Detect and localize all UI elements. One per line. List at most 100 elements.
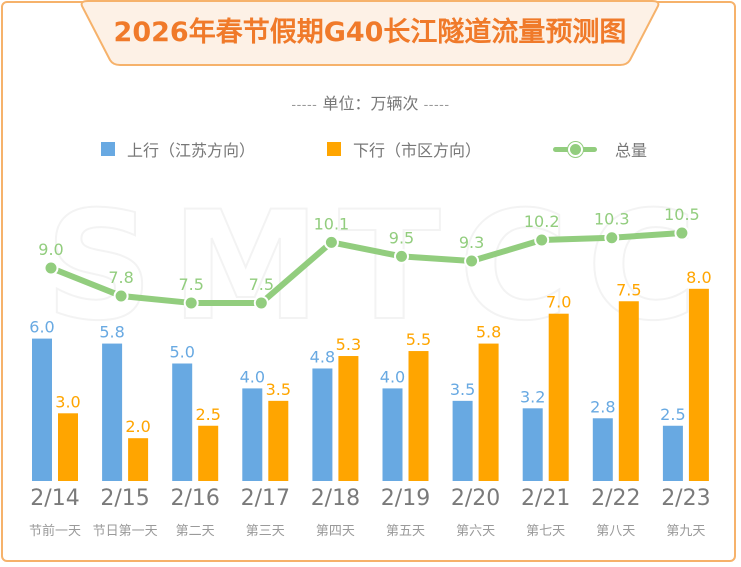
x-tick-date: 2/17: [240, 486, 290, 511]
total-line: [48, 230, 685, 306]
x-tick-day: 第四天: [315, 524, 355, 539]
x-tick-date: 2/20: [450, 486, 501, 511]
total-point: [113, 288, 129, 304]
x-tick-day: 第二天: [175, 524, 215, 539]
data-label-down: 2.5: [195, 405, 220, 424]
x-tick-date: 2/21: [520, 486, 571, 511]
bar-up: [522, 408, 543, 481]
data-label-up: 3.5: [450, 380, 475, 399]
data-label-up: 4.0: [240, 367, 265, 386]
total-point: [604, 230, 620, 246]
total-point: [43, 260, 59, 276]
bar-up: [172, 363, 193, 481]
data-label-up: 4.8: [310, 347, 335, 366]
x-tick-day: 节日第一天: [92, 524, 158, 539]
unit-dashes-right: -----: [423, 98, 450, 113]
data-label-up: 2.5: [660, 405, 685, 424]
legend-swatch-up-icon: [101, 142, 115, 156]
data-label-down: 5.3: [336, 335, 361, 354]
x-tick-date: 2/22: [591, 486, 641, 511]
data-label-down: 8.0: [686, 268, 711, 287]
data-label-up: 2.8: [590, 397, 615, 416]
bar-up: [662, 425, 683, 481]
data-label-up: 5.0: [169, 343, 194, 362]
bar-up: [32, 338, 52, 481]
x-tick-day: 第六天: [456, 524, 496, 539]
data-label-down: 2.0: [125, 417, 150, 436]
total-point: [394, 248, 409, 264]
total-point: [253, 295, 269, 311]
data-label-total: 10.3: [594, 210, 630, 229]
x-tick-day: 第八天: [596, 524, 636, 539]
data-label-total: 10.1: [314, 214, 350, 233]
bar-down: [198, 425, 219, 481]
bar-up: [382, 388, 403, 481]
unit-label: ----- 单位：万辆次 -----: [0, 90, 741, 114]
data-label-total: 9.5: [389, 228, 414, 247]
bar-down: [58, 413, 78, 481]
data-label-up: 6.0: [29, 318, 54, 337]
total-point: [464, 253, 480, 269]
x-tick-day: 第五天: [385, 524, 425, 539]
bar-up: [312, 368, 333, 481]
watermark: SMTCC: [44, 179, 715, 355]
bar-up: [242, 388, 263, 481]
x-tick-date: 2/19: [380, 486, 431, 511]
bar-up: [452, 400, 473, 481]
bar-down: [338, 356, 359, 481]
bar-down: [618, 301, 639, 481]
data-label-down: 7.0: [546, 293, 571, 312]
data-label-total: 9.3: [459, 233, 484, 252]
title-banner: 2026年春节假期G40长江隧道流量预测图: [30, 0, 710, 66]
legend-item-up: 上行（江苏方向）: [101, 139, 256, 160]
bar-up: [592, 418, 613, 481]
x-tick-date: 2/23: [661, 486, 711, 511]
data-label-down: 5.5: [406, 330, 431, 349]
legend-item-down: 下行（市区方向）: [327, 139, 482, 160]
x-tick-date: 2/16: [170, 486, 220, 511]
total-point: [323, 234, 339, 250]
unit-dashes-left: -----: [291, 98, 318, 113]
bar-down: [548, 313, 569, 481]
data-label-total: 10.5: [664, 205, 700, 224]
bar-down: [268, 400, 289, 481]
data-label-up: 3.2: [520, 387, 545, 406]
legend-label-down: 下行（市区方向）: [353, 141, 482, 160]
data-label-down: 7.5: [616, 280, 641, 299]
x-tick-day: 第三天: [245, 524, 285, 539]
legend-item-total: 总量: [553, 139, 648, 160]
legend-line-marker-icon: [553, 141, 597, 157]
bar-down: [128, 438, 149, 481]
x-tick-date: 2/15: [100, 486, 150, 511]
legend-label-total: 总量: [615, 141, 648, 160]
x-tick-date: 2/18: [310, 486, 361, 511]
x-tick-date: 2/14: [30, 486, 80, 511]
unit-text: 单位：万辆次: [322, 94, 419, 113]
total-point: [534, 232, 550, 248]
data-label-total: 7.5: [249, 275, 274, 294]
banner-shape: [80, 0, 660, 66]
data-label-down: 5.8: [476, 323, 501, 342]
data-label-up: 4.0: [380, 367, 405, 386]
data-label-total: 7.5: [178, 275, 203, 294]
data-label-up: 5.8: [99, 323, 124, 342]
legend-swatch-down-icon: [327, 142, 341, 156]
x-tick-day: 节前一天: [28, 524, 81, 539]
bar-down: [688, 288, 709, 481]
data-label-total: 10.2: [524, 212, 560, 231]
x-tick-day: 第七天: [526, 524, 566, 539]
data-label-total: 9.0: [38, 240, 63, 259]
bar-down: [408, 351, 429, 481]
page-title: 2026年春节假期G40长江隧道流量预测图: [113, 17, 627, 48]
total-point: [674, 225, 690, 241]
legend-label-up: 上行（江苏方向）: [127, 141, 256, 160]
data-label-down: 3.5: [266, 380, 291, 399]
bar-up: [102, 343, 123, 481]
x-tick-day: 第九天: [666, 524, 706, 539]
data-label-total: 7.8: [108, 268, 133, 287]
bar-down: [478, 343, 499, 481]
total-point: [183, 295, 199, 311]
data-label-down: 3.0: [55, 392, 80, 411]
